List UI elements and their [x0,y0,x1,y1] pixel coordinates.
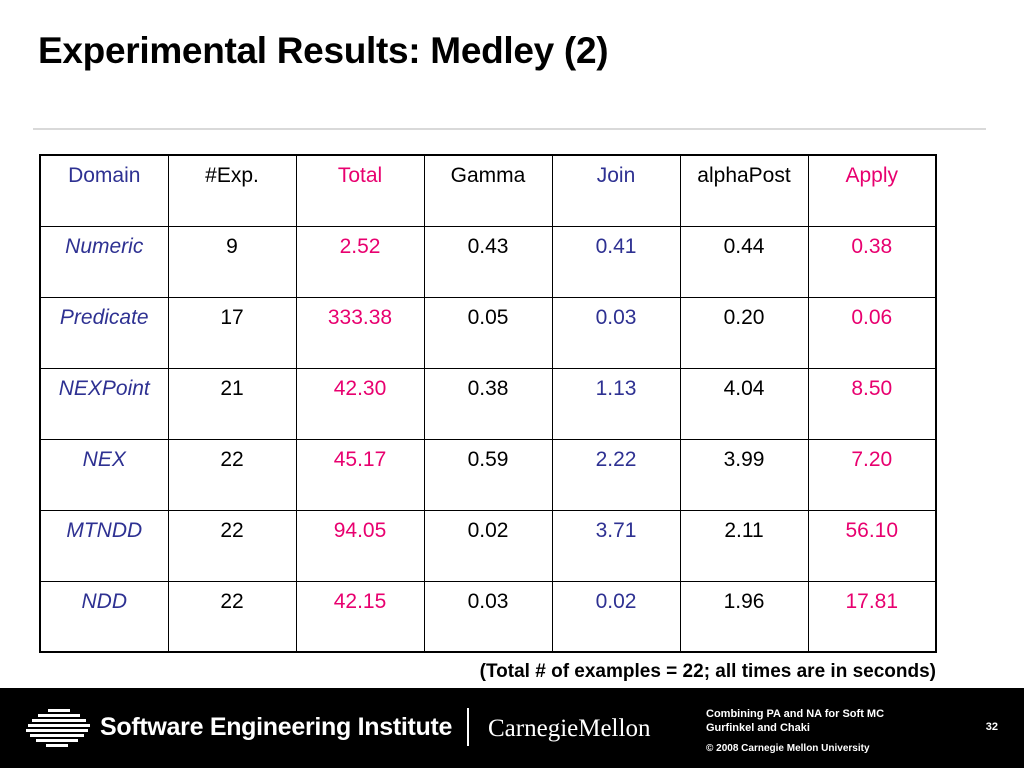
header-alphapost: alphaPost [679,154,809,227]
header-apply: Apply [807,154,937,227]
cell-apply: 0.38 [807,225,937,298]
header-total: Total [295,154,425,227]
cell-total: 94.05 [295,509,425,582]
cell-exp: 21 [167,367,297,440]
sei-globe-logo-icon [26,709,90,747]
slide-footer: Software Engineering Institute CarnegieM… [0,688,1024,768]
title-divider [33,128,986,130]
cell-join: 2.22 [551,438,681,511]
cell-join: 1.13 [551,367,681,440]
table-row: NDD 22 42.15 0.03 0.02 1.96 17.81 [39,580,937,653]
cell-alphapost: 0.20 [679,296,809,369]
cell-gamma: 0.38 [423,367,553,440]
cell-gamma: 0.02 [423,509,553,582]
header-exp: #Exp. [167,154,297,227]
page-number: 32 [985,721,998,733]
table-row: NEX 22 45.17 0.59 2.22 3.99 7.20 [39,438,937,511]
table-footnote: (Total # of examples = 22; all times are… [479,661,936,682]
cell-domain: NEX [39,438,169,511]
cell-domain: Predicate [39,296,169,369]
cell-alphapost: 3.99 [679,438,809,511]
cell-gamma: 0.03 [423,580,553,653]
cell-domain: Numeric [39,225,169,298]
cell-total: 42.15 [295,580,425,653]
footer-authors: Gurfinkel and Chaki [706,722,810,734]
cell-total: 45.17 [295,438,425,511]
cell-gamma: 0.43 [423,225,553,298]
cell-join: 0.03 [551,296,681,369]
cell-total: 42.30 [295,367,425,440]
cell-alphapost: 4.04 [679,367,809,440]
cell-join: 0.02 [551,580,681,653]
table-header-row: Domain #Exp. Total Gamma Join alphaPost … [39,154,937,227]
cell-total: 333.38 [295,296,425,369]
cell-apply: 56.10 [807,509,937,582]
cell-join: 0.41 [551,225,681,298]
header-domain: Domain [39,154,169,227]
cell-total: 2.52 [295,225,425,298]
table-row: Numeric 9 2.52 0.43 0.41 0.44 0.38 [39,225,937,298]
results-table: Domain #Exp. Total Gamma Join alphaPost … [39,154,937,653]
cell-domain: NDD [39,580,169,653]
sei-name: Software Engineering Institute [100,713,453,741]
cell-alphapost: 1.96 [679,580,809,653]
cell-exp: 17 [167,296,297,369]
header-join: Join [551,154,681,227]
cell-domain: MTNDD [39,509,169,582]
cell-exp: 22 [167,580,297,653]
table-row: MTNDD 22 94.05 0.02 3.71 2.11 56.10 [39,509,937,582]
cell-exp: 22 [167,509,297,582]
cell-alphapost: 2.11 [679,509,809,582]
cell-join: 3.71 [551,509,681,582]
cell-apply: 17.81 [807,580,937,653]
cell-gamma: 0.05 [423,296,553,369]
table-row: NEXPoint 21 42.30 0.38 1.13 4.04 8.50 [39,367,937,440]
footer-info: Combining PA and NA for Soft MC Gurfinke… [706,707,884,756]
cell-apply: 8.50 [807,367,937,440]
cell-exp: 9 [167,225,297,298]
cell-exp: 22 [167,438,297,511]
cmu-wordmark: CarnegieMellon [488,715,651,742]
cell-gamma: 0.59 [423,438,553,511]
cell-alphapost: 0.44 [679,225,809,298]
table-row: Predicate 17 333.38 0.05 0.03 0.20 0.06 [39,296,937,369]
cell-apply: 7.20 [807,438,937,511]
slide-title: Experimental Results: Medley (2) [38,30,609,71]
cell-domain: NEXPoint [39,367,169,440]
header-gamma: Gamma [423,154,553,227]
footer-divider [467,708,469,746]
footer-talk-title: Combining PA and NA for Soft MC [706,708,885,720]
cell-apply: 0.06 [807,296,937,369]
footer-copyright: © 2008 Carnegie Mellon University [706,743,870,754]
